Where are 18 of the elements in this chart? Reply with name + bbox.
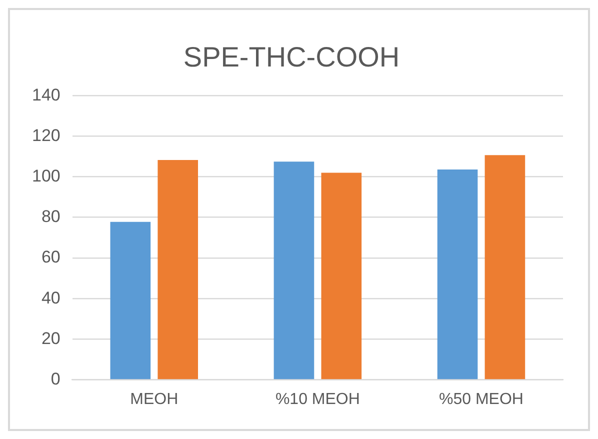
bar: [321, 172, 362, 380]
bar: [484, 155, 526, 380]
bar: [110, 222, 151, 380]
y-tick-label: 100: [32, 166, 60, 186]
bar: [158, 160, 198, 380]
chart-title: SPE-THC-COOH: [183, 42, 400, 73]
bar: [437, 169, 478, 380]
y-tick-label: 80: [41, 207, 60, 226]
y-tick-label: 140: [32, 85, 60, 104]
y-tick-label: 120: [32, 126, 60, 145]
y-tick-label: 0: [50, 369, 60, 388]
x-tick-label: %50 MEOH: [438, 390, 524, 408]
x-tick-label: %10 MEOH: [275, 390, 360, 408]
y-tick-label: 40: [41, 288, 60, 308]
y-tick-label: 20: [41, 328, 60, 348]
y-tick-label: 60: [41, 248, 60, 267]
x-tick-label: MEOH: [130, 390, 178, 408]
bar: [274, 162, 314, 380]
